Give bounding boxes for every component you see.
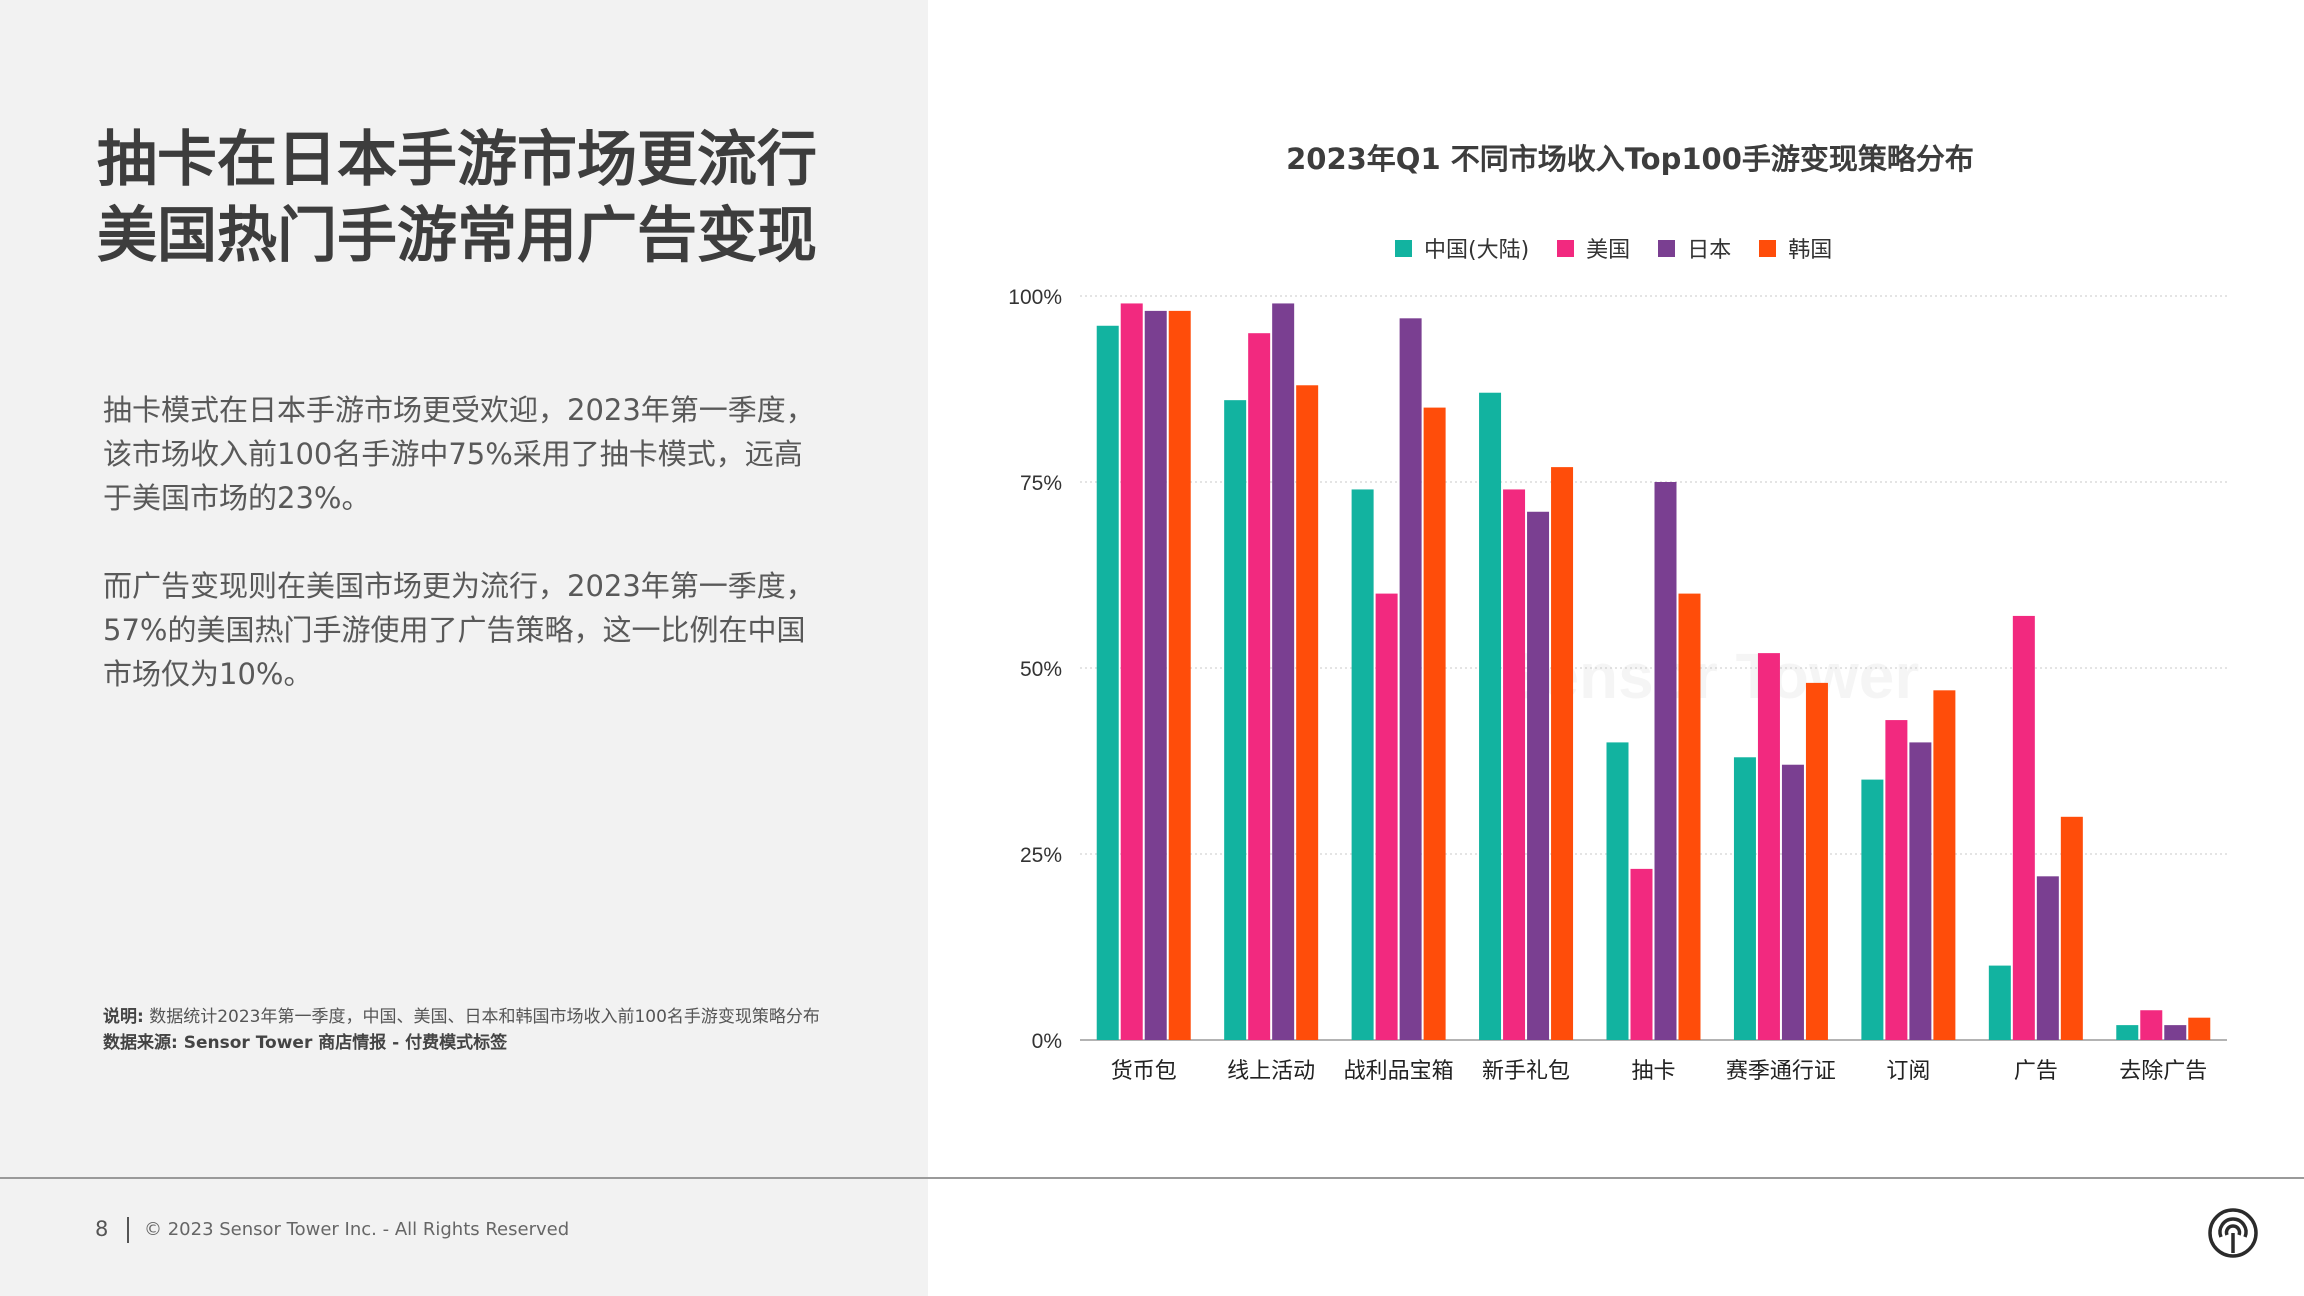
chart-note: 说明: 数据统计2023年第一季度，中国、美国、日本和韩国市场收入前100名手游… xyxy=(103,1004,923,1056)
bar xyxy=(1479,392,1502,1041)
note-text: 数据统计2023年第一季度，中国、美国、日本和韩国市场收入前100名手游变现策略… xyxy=(149,1007,820,1027)
x-tick-label: 订阅 xyxy=(1886,1059,1930,1084)
bar xyxy=(2060,816,2083,1040)
bar xyxy=(1351,489,1374,1040)
legend-item-china: 中国(大陆) xyxy=(1395,232,1529,264)
bar xyxy=(1272,303,1295,1040)
bar-chart: Sensor Tower0%25%50%75%100%货币包 线上活动 战利品宝箱新… xyxy=(1008,286,2227,1084)
x-tick-label: 去除广告 xyxy=(2119,1059,2207,1084)
bar xyxy=(1248,333,1271,1040)
legend-label-japan: 日本 xyxy=(1687,238,1732,263)
legend-swatch-korea xyxy=(1759,239,1777,257)
legend-item-japan: 日本 xyxy=(1658,232,1731,264)
legend-label-korea: 韩国 xyxy=(1788,238,1833,263)
legend-label-us: 美国 xyxy=(1586,238,1631,263)
bar xyxy=(1527,511,1550,1040)
bar xyxy=(2036,876,2059,1040)
bar xyxy=(1805,682,1828,1040)
bar xyxy=(1885,720,1908,1040)
bar xyxy=(1375,593,1398,1040)
y-tick-label: 75% xyxy=(1020,472,1062,495)
x-tick-label: 抽卡 xyxy=(1631,1059,1675,1084)
sensor-tower-logo-icon xyxy=(2208,1208,2258,1258)
bar xyxy=(1120,303,1143,1040)
bar xyxy=(1757,653,1780,1040)
bar xyxy=(1399,318,1422,1040)
legend-swatch-japan xyxy=(1658,239,1676,257)
x-tick-label: 货币包 xyxy=(1111,1059,1177,1084)
bar xyxy=(1224,400,1247,1040)
legend-item-korea: 韩国 xyxy=(1759,232,1832,264)
bar xyxy=(1861,779,1884,1040)
x-tick-label: 广告 xyxy=(2014,1059,2058,1084)
chart-legend: 中国(大陆) 美国 日本 韩国 xyxy=(1395,233,1832,263)
bar xyxy=(1168,310,1191,1040)
x-tick-label: 线上活动 xyxy=(1227,1059,1315,1084)
x-tick-label: 赛季通行证 xyxy=(1726,1059,1836,1084)
copyright-text: © 2023 Sensor Tower Inc. - All Rights Re… xyxy=(144,1219,570,1240)
bar xyxy=(2116,1025,2139,1040)
bar xyxy=(1144,310,1167,1040)
y-tick-label: 25% xyxy=(1020,844,1062,867)
data-source: 数据来源: Sensor Tower 商店情报 - 付费模式标签 xyxy=(103,1033,508,1053)
bar xyxy=(1909,742,1932,1040)
bar xyxy=(2188,1017,2211,1040)
x-tick-label: 战利品宝箱 xyxy=(1344,1059,1454,1084)
y-tick-label: 0% xyxy=(1032,1030,1062,1053)
x-tick-label: 新手礼包 xyxy=(1482,1059,1570,1084)
left-panel xyxy=(0,0,928,1177)
bar xyxy=(2164,1025,2187,1040)
y-tick-label: 50% xyxy=(1020,658,1062,681)
note-label: 说明: xyxy=(103,1007,144,1027)
footer-left-panel xyxy=(0,1179,928,1296)
legend-swatch-us xyxy=(1557,239,1575,257)
footer-divider xyxy=(0,1177,2304,1179)
y-tick-label: 100% xyxy=(1008,286,1062,309)
bar xyxy=(1423,407,1446,1041)
headline-line-2: 美国热门手游常用广告变现 xyxy=(97,201,817,271)
bar xyxy=(1096,325,1119,1040)
bar xyxy=(1630,868,1653,1040)
page-number: 8 xyxy=(95,1217,109,1241)
legend-label-china: 中国(大陆) xyxy=(1424,238,1530,263)
bar xyxy=(1606,742,1629,1040)
legend-item-us: 美国 xyxy=(1557,232,1630,264)
bar xyxy=(1933,690,1956,1040)
bar xyxy=(1781,764,1804,1040)
bar xyxy=(2140,1010,2163,1040)
bar xyxy=(1733,757,1756,1040)
bar xyxy=(1678,593,1701,1040)
body-paragraph-1: 抽卡模式在日本手游市场更受欢迎，2023年第一季度，该市场收入前100名手游中7… xyxy=(103,393,815,515)
page-headline: 抽卡在日本手游市场更流行 美国热门手游常用广告变现 xyxy=(97,122,897,274)
body-paragraph-2: 而广告变现则在美国市场更为流行，2023年第一季度，57%的美国热门手游使用了广… xyxy=(103,569,815,691)
bar xyxy=(1988,965,2011,1040)
headline-line-1: 抽卡在日本手游市场更流行 xyxy=(97,125,817,195)
bar xyxy=(1296,385,1319,1040)
chart-title: 2023年Q1 不同市场收入Top100手游变现策略分布 xyxy=(1286,142,1974,176)
bar xyxy=(1654,482,1677,1040)
bar xyxy=(1503,489,1526,1040)
footer-separator xyxy=(127,1217,129,1243)
legend-swatch-china xyxy=(1395,239,1412,257)
bar xyxy=(2012,615,2035,1040)
bar xyxy=(1551,467,1574,1040)
